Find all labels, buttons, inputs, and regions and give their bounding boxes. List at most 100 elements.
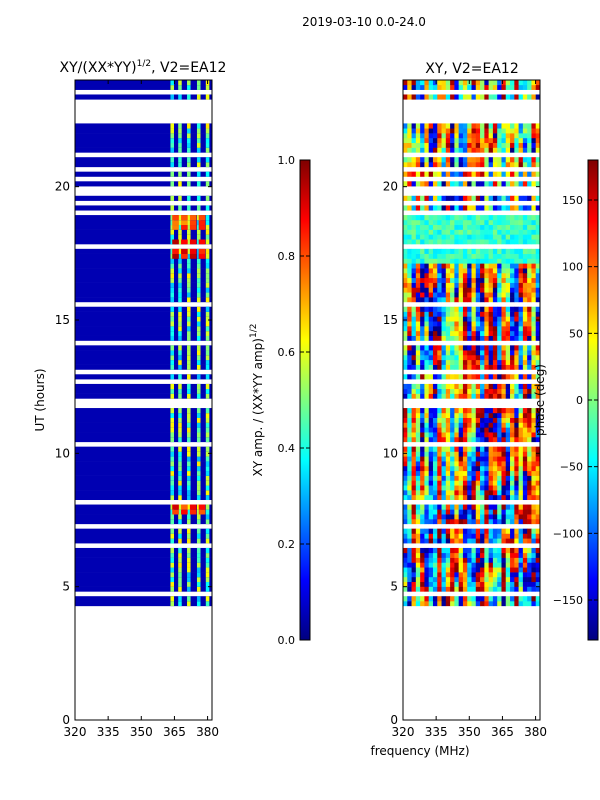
phase-cell (475, 128, 481, 134)
phase-cell (441, 321, 447, 327)
heatmap-row (75, 412, 212, 418)
phase-cell (462, 485, 468, 491)
phase-cell (522, 567, 528, 573)
heatmap-band-cell (187, 142, 191, 148)
phase-cell (403, 306, 408, 312)
heatmap-band-cell (187, 171, 191, 177)
phase-cell (522, 282, 528, 288)
phase-cell (527, 297, 532, 303)
phase-cell (535, 272, 541, 279)
phase-cell (415, 427, 421, 433)
phase-cell (428, 456, 434, 462)
phase-cell (471, 422, 477, 428)
phase-cell (522, 128, 528, 134)
phase-cell (415, 94, 421, 100)
heatmap-band-cell (196, 596, 201, 602)
phase-cell (450, 422, 455, 428)
heatmap-row (75, 239, 212, 245)
phase-cell (501, 248, 507, 254)
phase-cell (518, 316, 524, 322)
phase-cell (441, 470, 447, 476)
phase-cell (454, 137, 459, 144)
phase-cell (462, 552, 468, 558)
phase-cell (441, 335, 447, 341)
phase-cell (462, 461, 468, 467)
phase-cell (471, 239, 477, 245)
phase-cell (518, 576, 524, 583)
phase-cell (411, 412, 417, 418)
phase-cell (450, 263, 455, 269)
heatmap-row (75, 470, 212, 476)
phase-cell (441, 311, 447, 317)
phase-cell (510, 345, 515, 351)
phase-cell (428, 253, 434, 259)
heatmap-band-cell (187, 268, 191, 274)
phase-cell (484, 316, 489, 322)
phase-cell (467, 383, 472, 390)
phase-cell (462, 94, 468, 100)
phase-cell (510, 162, 515, 168)
heatmap-hot-cell (189, 215, 197, 221)
phase-cell (424, 576, 429, 583)
phase-cell (432, 306, 438, 312)
heatmap-band-cell (178, 374, 182, 380)
heatmap-band-cell (170, 470, 174, 476)
heatmap-band-cell (205, 465, 210, 472)
phase-cell (424, 335, 429, 341)
phase-cell (467, 239, 472, 245)
phase-cell (407, 263, 412, 269)
phase-cell (484, 292, 489, 298)
heatmap-band-cell (196, 287, 201, 293)
phase-cell (411, 345, 417, 351)
phase-cell (424, 586, 429, 592)
phase-cell (488, 494, 494, 501)
phase-cell (458, 321, 464, 327)
phase-cell (467, 335, 472, 341)
phase-cell (424, 205, 429, 211)
phase-cell (501, 562, 507, 568)
phase-cell (445, 316, 451, 322)
phase-cell (497, 263, 502, 269)
phase-cell (467, 326, 472, 332)
phase-cell (407, 490, 412, 496)
phase-cell (450, 268, 455, 274)
phase-cell (462, 422, 468, 428)
phase-cell (522, 417, 528, 423)
phase-cell (437, 80, 442, 86)
phase-cell (454, 364, 459, 370)
left-title-main: XY/(XX*YY) (60, 60, 137, 76)
phase-cell (441, 393, 447, 399)
phase-cell (454, 229, 459, 235)
heatmap-band-cell (196, 157, 201, 163)
phase-cell (462, 504, 468, 510)
phase-cell (492, 538, 498, 544)
phase-cell (488, 335, 494, 341)
phase-cell (514, 422, 519, 428)
phase-cell (467, 572, 472, 578)
phase-cell (437, 229, 442, 235)
phase-cell (484, 470, 489, 476)
phase-cell (454, 292, 459, 298)
phase-cell (445, 229, 451, 235)
heatmap-band-cell (196, 475, 201, 481)
phase-cell (462, 586, 468, 592)
phase-cell (480, 436, 485, 443)
phase-cell (420, 335, 425, 341)
phase-cell (415, 494, 421, 501)
phase-cell (407, 383, 412, 390)
phase-cell (510, 354, 515, 361)
phase-cell (497, 417, 502, 423)
heatmap-band-cell (170, 427, 174, 433)
phase-cell (432, 137, 438, 144)
phase-cell (492, 417, 498, 423)
phase-cell (407, 94, 412, 100)
phase-cell (492, 451, 498, 457)
phase-cell (432, 123, 438, 129)
phase-cell (510, 432, 515, 438)
phase-cell (424, 297, 429, 303)
phase-cell (458, 432, 464, 438)
phase-cell (488, 272, 494, 279)
phase-cell (505, 446, 511, 452)
phase-cell (501, 576, 507, 583)
